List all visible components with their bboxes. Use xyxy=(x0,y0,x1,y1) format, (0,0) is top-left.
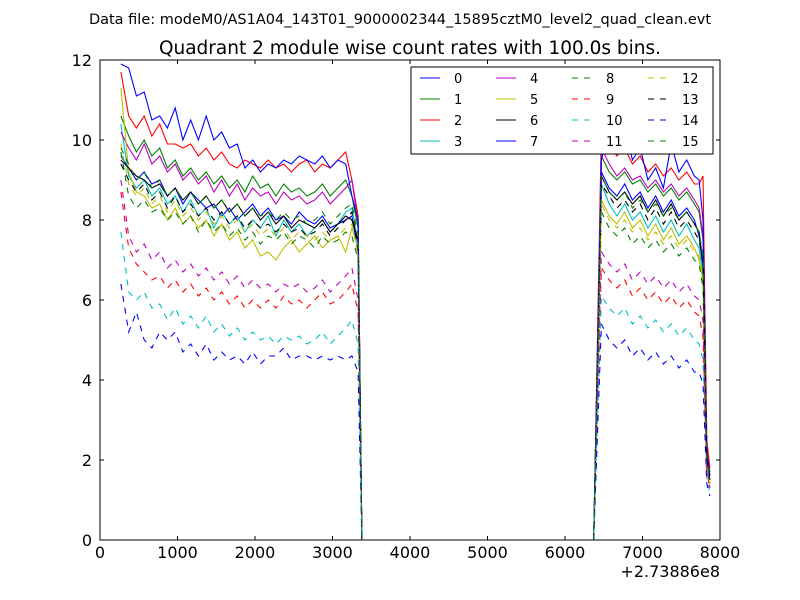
x-axis: 0 1000 2000 3000 4000 5000 6000 7000 8000 xyxy=(95,60,740,562)
legend-label-1: 1 xyxy=(454,93,462,108)
legend-label-12: 12 xyxy=(682,72,699,87)
series-line-3 xyxy=(120,123,711,541)
legend-label-15: 15 xyxy=(682,135,699,150)
y-tick-label: 4 xyxy=(82,371,92,390)
series-line-1 xyxy=(120,115,711,541)
series-line-5 xyxy=(120,87,711,541)
legend-label-7: 7 xyxy=(530,135,538,150)
file-title: Data file: modeM0/AS1A04_143T01_90000023… xyxy=(89,12,711,28)
x-tick-label: 1000 xyxy=(157,543,198,562)
legend-label-14: 14 xyxy=(682,114,699,129)
series-line-13 xyxy=(120,163,711,541)
legend-label-2: 2 xyxy=(454,114,462,129)
legend-label-6: 6 xyxy=(530,114,538,129)
x-tick-label: 7000 xyxy=(622,543,663,562)
legend-label-11: 11 xyxy=(606,135,623,150)
legend-label-8: 8 xyxy=(606,72,614,87)
series-line-2 xyxy=(120,71,711,541)
legend-label-5: 5 xyxy=(530,93,538,108)
legend-label-4: 4 xyxy=(530,72,538,87)
series-layer xyxy=(120,63,711,541)
y-tick-label: 6 xyxy=(82,291,92,310)
y-tick-label: 8 xyxy=(82,211,92,230)
series-line-12 xyxy=(120,143,711,541)
legend-label-13: 13 xyxy=(682,93,699,108)
x-tick-label: 3000 xyxy=(312,543,353,562)
series-line-8 xyxy=(120,151,711,541)
chart-title: Quadrant 2 module wise count rates with … xyxy=(159,38,661,59)
x-tick-label: 4000 xyxy=(390,543,431,562)
x-tick-label: 5000 xyxy=(467,543,508,562)
series-line-7 xyxy=(120,63,711,541)
y-tick-label: 12 xyxy=(72,51,92,70)
legend-box xyxy=(410,66,714,155)
legend-label-0: 0 xyxy=(454,72,462,87)
x-tick-label: 8000 xyxy=(700,543,741,562)
x-tick-label: 0 xyxy=(95,543,105,562)
series-line-4 xyxy=(120,131,711,541)
legend-label-9: 9 xyxy=(606,93,614,108)
series-line-15 xyxy=(120,147,711,541)
x-tick-label: 2000 xyxy=(235,543,276,562)
series-line-9 xyxy=(120,191,711,541)
legend-label-10: 10 xyxy=(606,114,623,129)
series-line-11 xyxy=(120,179,711,541)
y-tick-label: 0 xyxy=(82,531,92,550)
y-tick-label: 2 xyxy=(82,451,92,470)
legend-label-3: 3 xyxy=(454,135,462,150)
series-line-10 xyxy=(120,231,711,541)
x-tick-label: 6000 xyxy=(545,543,586,562)
series-line-0 xyxy=(120,155,711,541)
plot-area: 0 1000 2000 3000 4000 5000 6000 7000 8000 0 2 4 6 8 1… xyxy=(72,51,741,581)
x-axis-offset-label: +2.73886e8 xyxy=(620,562,720,581)
y-tick-label: 10 xyxy=(72,131,92,150)
